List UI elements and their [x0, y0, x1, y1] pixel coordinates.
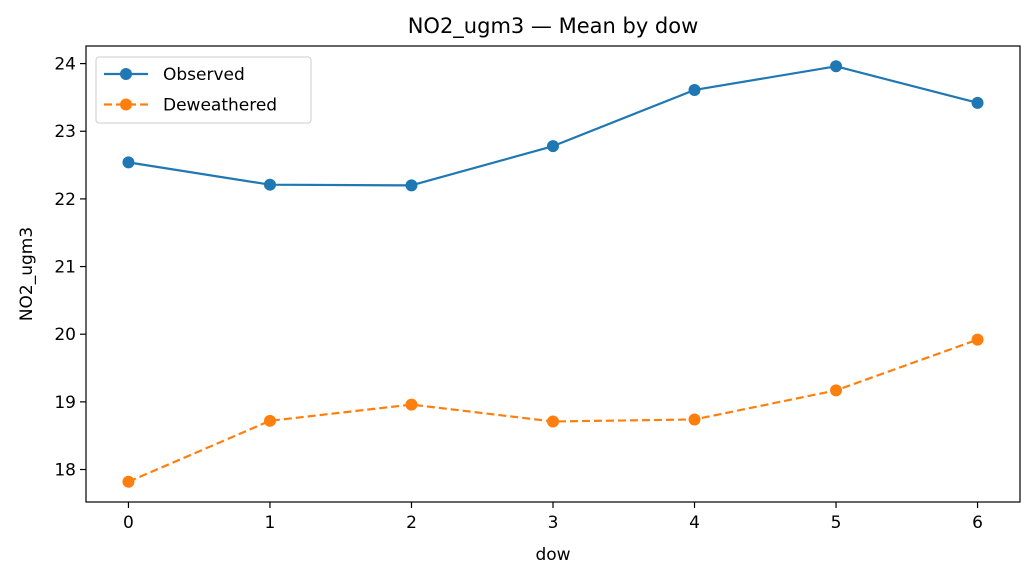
legend-label-observed: Observed [163, 65, 245, 85]
x-axis-label: dow [535, 545, 570, 565]
data-point [830, 384, 843, 397]
series-layer [122, 60, 984, 488]
y-tick-label: 18 [54, 461, 76, 481]
series-line-deweathered [128, 338, 978, 483]
y-axis: 18 19 20 21 22 23 24 [54, 55, 86, 481]
x-tick-label: 3 [548, 513, 559, 533]
y-tick-label: 24 [54, 55, 76, 75]
data-point [971, 96, 984, 109]
legend: Observed Deweathered [95, 56, 312, 124]
x-tick-label: 4 [689, 513, 700, 533]
data-point [122, 475, 135, 488]
x-axis: 0 1 2 3 4 5 6 [123, 502, 983, 533]
data-point [405, 179, 418, 192]
chart-title: NO2_ugm3 — Mean by dow [408, 14, 699, 39]
x-tick-label: 1 [265, 513, 276, 533]
data-point [688, 413, 701, 426]
x-tick-label: 2 [406, 513, 417, 533]
x-tick-label: 6 [972, 513, 983, 533]
y-tick-label: 22 [54, 190, 76, 210]
y-tick-label: 19 [54, 393, 76, 413]
legend-marker [120, 98, 132, 111]
data-point [971, 333, 984, 346]
y-axis-label: NO2_ugm3 [17, 227, 37, 321]
y-tick-label: 20 [54, 325, 76, 345]
data-point [830, 60, 843, 73]
x-tick-label: 0 [123, 513, 134, 533]
data-point [122, 156, 135, 169]
legend-label-deweathered: Deweathered [163, 96, 277, 116]
series-deweathered [122, 333, 984, 488]
y-tick-label: 21 [54, 258, 76, 278]
legend-marker [120, 68, 132, 80]
x-tick-label: 5 [831, 513, 842, 533]
y-tick-label: 23 [54, 122, 76, 142]
series-observed [122, 60, 984, 192]
data-point [263, 178, 276, 191]
data-point [547, 140, 559, 153]
data-point [547, 415, 559, 428]
data-point [688, 83, 701, 96]
data-point [263, 414, 276, 427]
legend-box [95, 56, 312, 124]
data-point [405, 398, 418, 411]
